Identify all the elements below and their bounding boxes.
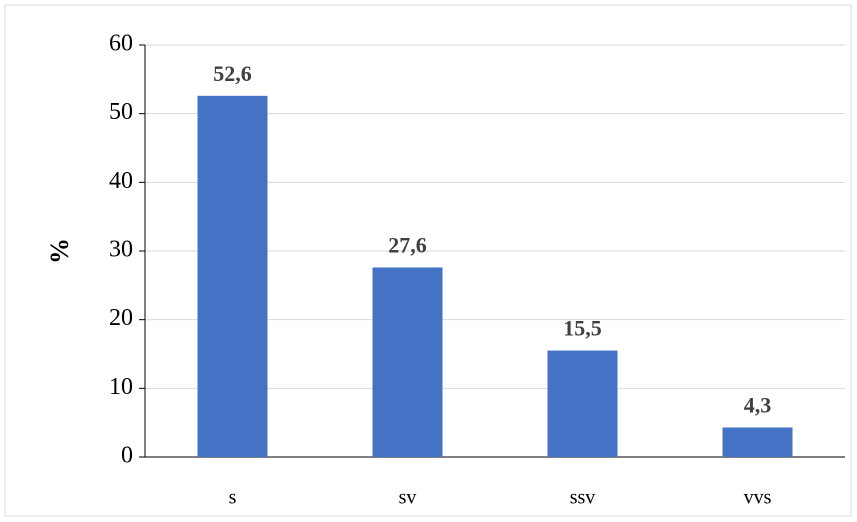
x-tick-label: sv — [399, 487, 417, 509]
bar — [722, 427, 793, 457]
bar — [372, 267, 443, 457]
y-tick-label: 40 — [109, 168, 133, 194]
y-tick-label: 60 — [109, 31, 133, 57]
x-tick-label: s — [229, 487, 237, 509]
value-label: 27,6 — [388, 233, 427, 258]
value-label: 52,6 — [213, 61, 252, 86]
value-label: 15,5 — [563, 316, 602, 341]
x-tick-label: vvs — [744, 487, 772, 509]
y-tick-label: 10 — [109, 374, 133, 400]
y-tick-label: 30 — [109, 237, 133, 263]
bar — [547, 350, 618, 457]
value-label: 4,3 — [744, 393, 772, 418]
bar — [197, 95, 268, 458]
y-tick-label: 50 — [109, 99, 133, 125]
y-tick-label: 0 — [121, 443, 133, 469]
y-tick-label: 20 — [109, 305, 133, 331]
y-axis-label: % — [45, 238, 74, 264]
x-tick-label: ssv — [570, 487, 596, 509]
